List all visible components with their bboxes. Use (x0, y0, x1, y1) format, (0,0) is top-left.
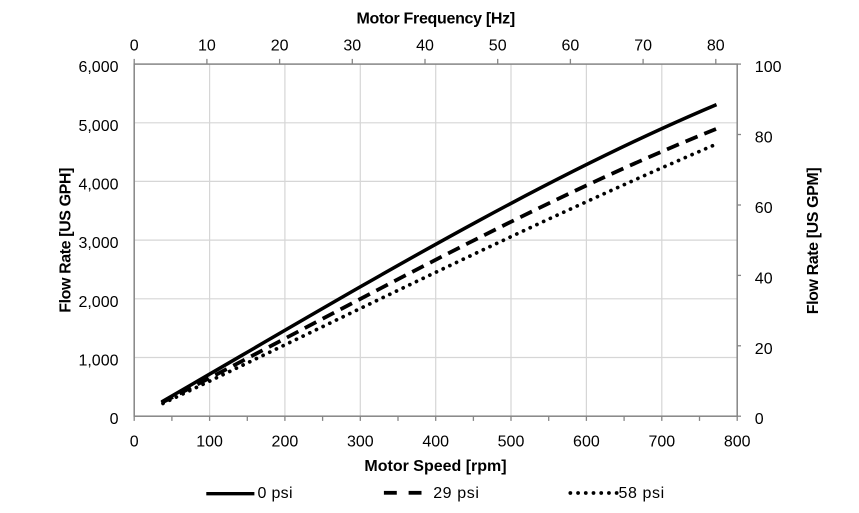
svg-text:800: 800 (724, 433, 751, 450)
svg-text:40: 40 (755, 270, 773, 287)
svg-text:4,000: 4,000 (78, 176, 118, 193)
svg-text:Motor Speed [rpm]: Motor Speed [rpm] (364, 458, 506, 475)
svg-text:Motor Frequency [Hz]: Motor Frequency [Hz] (356, 11, 514, 28)
svg-text:50: 50 (489, 37, 507, 54)
svg-text:700: 700 (648, 433, 675, 450)
svg-text:500: 500 (498, 433, 525, 450)
svg-text:58 psi: 58 psi (619, 485, 665, 502)
svg-text:2,000: 2,000 (78, 294, 118, 311)
svg-text:30: 30 (343, 37, 361, 54)
svg-text:29 psi: 29 psi (433, 485, 479, 502)
svg-text:Flow Rate [US GPH]: Flow Rate [US GPH] (58, 168, 75, 313)
svg-text:40: 40 (416, 37, 434, 54)
svg-text:Flow Rate [US GPM]: Flow Rate [US GPM] (805, 168, 822, 315)
svg-text:60: 60 (562, 37, 580, 54)
svg-text:20: 20 (271, 37, 289, 54)
svg-text:70: 70 (634, 37, 652, 54)
svg-text:60: 60 (755, 200, 773, 217)
svg-text:80: 80 (755, 130, 773, 147)
svg-text:6,000: 6,000 (78, 59, 118, 76)
svg-text:80: 80 (707, 37, 725, 54)
svg-text:100: 100 (755, 59, 782, 76)
svg-text:400: 400 (422, 433, 449, 450)
svg-text:20: 20 (755, 341, 773, 358)
svg-text:3,000: 3,000 (78, 235, 118, 252)
svg-text:0: 0 (130, 37, 139, 54)
svg-text:0: 0 (755, 411, 764, 428)
svg-text:0: 0 (130, 433, 139, 450)
svg-text:100: 100 (196, 433, 223, 450)
svg-text:300: 300 (347, 433, 374, 450)
svg-text:0: 0 (110, 411, 119, 428)
svg-text:0 psi: 0 psi (258, 485, 293, 502)
svg-text:5,000: 5,000 (78, 118, 118, 135)
svg-text:1,000: 1,000 (78, 353, 118, 370)
svg-text:10: 10 (198, 37, 216, 54)
svg-text:600: 600 (573, 433, 600, 450)
svg-text:200: 200 (272, 433, 299, 450)
